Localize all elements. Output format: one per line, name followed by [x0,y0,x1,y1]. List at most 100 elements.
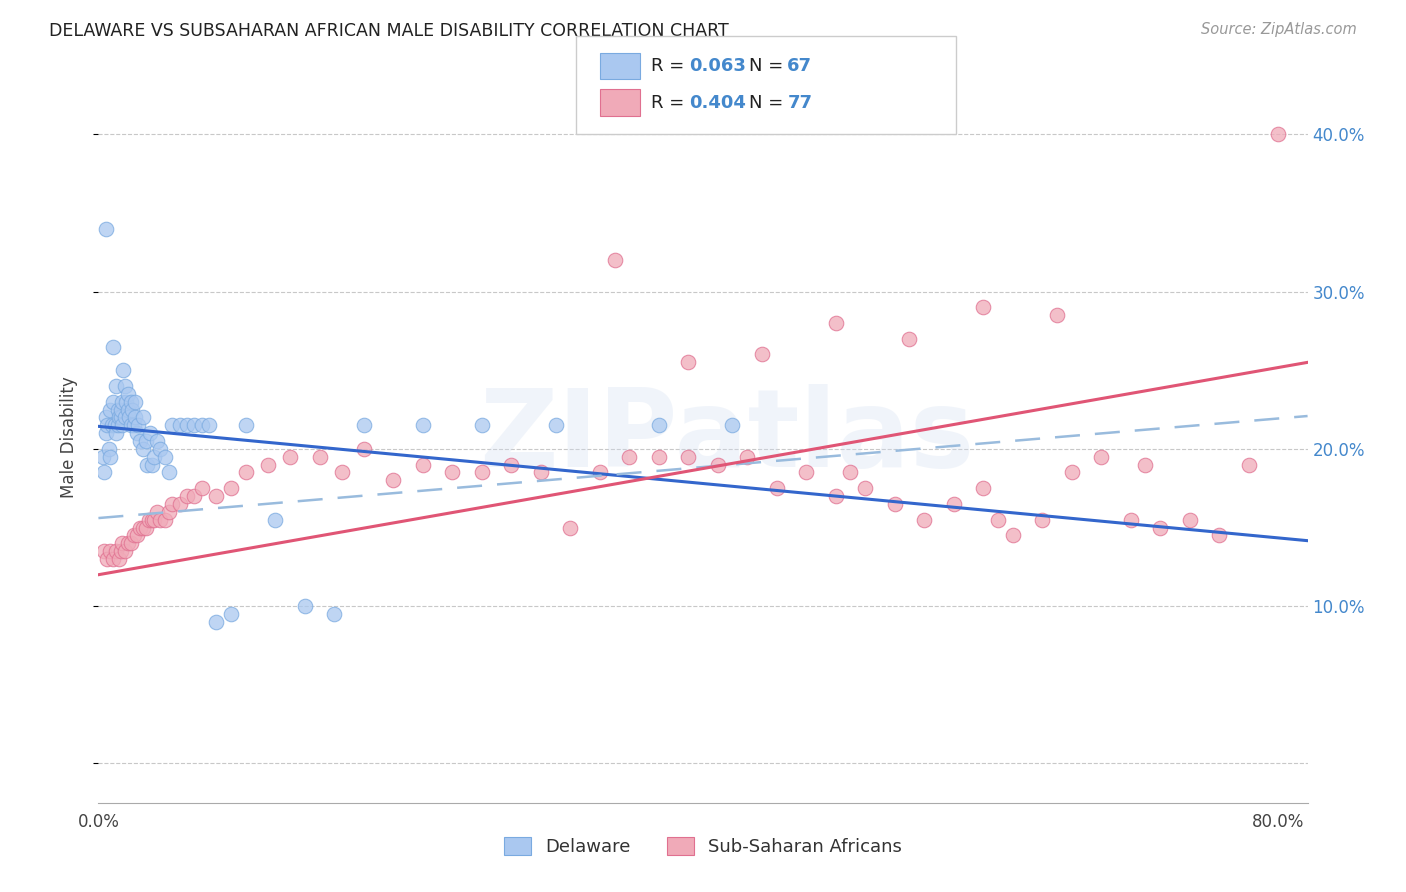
Point [101,394,124,409]
Point [169,418,191,433]
Point [96,418,118,433]
Point [125,528,148,542]
Text: R =: R = [651,57,690,75]
Text: ZIPatlas: ZIPatlas [479,384,974,490]
Point [278,450,301,464]
Point [648,418,671,433]
Point [257,458,280,472]
Point [1001,528,1024,542]
Point [353,442,375,456]
Point [839,466,862,480]
Point [176,418,198,433]
Point [560,520,582,534]
Point [824,316,846,330]
Point [205,615,228,629]
Point [149,513,172,527]
Text: N =: N = [749,57,789,75]
Point [1031,513,1053,527]
Point [544,418,567,433]
Point [98,544,121,558]
Point [146,434,169,448]
Point [589,466,612,480]
Point [143,450,166,464]
Point [115,394,138,409]
Point [98,402,121,417]
Point [235,418,257,433]
Point [107,418,129,433]
Point [153,513,176,527]
Point [294,599,316,614]
Point [912,513,935,527]
Point [530,466,553,480]
Point [735,450,758,464]
Point [135,520,157,534]
Point [1135,458,1157,472]
Point [190,481,212,495]
Point [139,426,162,441]
Point [169,497,191,511]
Point [219,481,242,495]
Point [183,418,205,433]
Point [619,450,641,464]
Point [149,442,172,456]
Text: N =: N = [749,94,789,112]
Point [198,418,221,433]
Point [117,402,139,417]
Point [128,520,150,534]
Point [160,418,183,433]
Point [94,410,117,425]
Point [120,394,142,409]
Point [110,544,132,558]
Point [824,489,846,503]
Point [190,418,212,433]
Point [153,450,176,464]
Text: 0.063: 0.063 [689,57,745,75]
Point [124,410,146,425]
Point [101,552,124,566]
Text: 0.404: 0.404 [689,94,745,112]
Point [353,418,375,433]
Point [100,418,122,433]
Point [122,528,145,542]
Point [1267,128,1289,142]
Text: R =: R = [651,94,690,112]
Point [1178,513,1201,527]
Point [471,418,494,433]
Point [235,466,257,480]
Point [765,481,787,495]
Point [1060,466,1083,480]
Point [219,607,242,621]
Point [117,387,139,401]
Point [110,402,132,417]
Point [138,513,160,527]
Point [101,340,124,354]
Point [108,410,131,425]
Point [107,402,129,417]
Point [110,410,132,425]
Point [105,379,128,393]
Point [330,466,353,480]
Point [131,520,153,534]
Point [120,536,142,550]
Point [972,301,994,315]
Point [853,481,876,495]
Point [603,253,626,268]
Point [94,221,117,235]
Point [441,466,464,480]
Point [1090,450,1112,464]
Point [125,426,148,441]
Point [97,442,120,456]
Point [942,497,965,511]
Point [117,536,139,550]
Point [160,497,183,511]
Point [157,466,180,480]
Y-axis label: Male Disability: Male Disability [59,376,77,498]
Point [308,450,330,464]
Point [131,442,153,456]
Point [91,450,114,464]
Point [96,552,118,566]
Point [114,544,136,558]
Point [135,434,157,448]
Point [118,410,141,425]
Point [157,505,180,519]
